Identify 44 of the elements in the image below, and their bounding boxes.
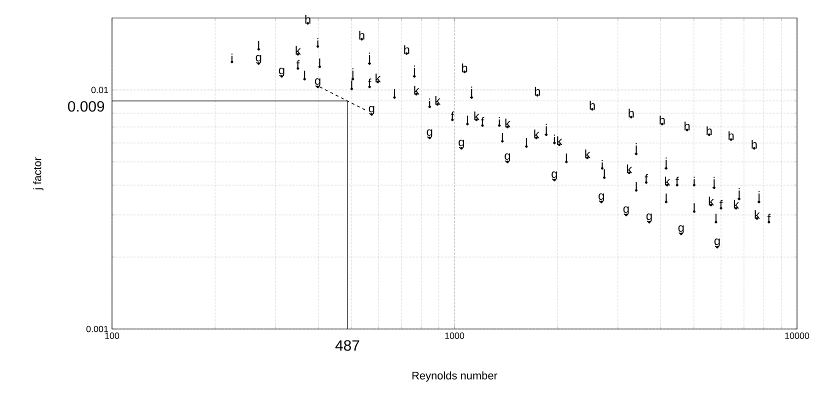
text: g [598, 193, 604, 202]
text: h [534, 86, 540, 96]
text: h [728, 131, 734, 140]
series-label: k [585, 149, 590, 158]
text: k [734, 200, 740, 209]
text: g [623, 206, 629, 216]
text: h [752, 140, 757, 149]
text: h [706, 126, 712, 135]
y-tick-label: 0.01 [91, 86, 108, 94]
x-tick-label: 10000 [785, 332, 810, 339]
text: h [684, 122, 690, 130]
text: g [458, 140, 464, 149]
ref-line-label: 487 [335, 340, 360, 351]
text: k [708, 196, 714, 206]
y-tick-label: 0.001 [86, 326, 108, 332]
x-axis-title: Reynolds number [412, 371, 498, 382]
text: g [678, 225, 684, 234]
text: k [754, 210, 760, 219]
text: h [404, 45, 410, 54]
y-axis-title: j factor [33, 157, 44, 190]
series-label: h [359, 30, 364, 40]
text: k [557, 136, 562, 146]
text: h [590, 100, 595, 110]
x-tick-label: 100 [105, 332, 120, 339]
text: k [296, 46, 301, 55]
x-tick-label: 1000 [445, 332, 464, 339]
text: g [278, 68, 284, 77]
text: h [305, 14, 310, 24]
ref-line-label: 0.009 [68, 101, 104, 112]
text: g [314, 78, 320, 88]
text: g [504, 153, 510, 162]
text: g [426, 129, 432, 138]
text: k [665, 176, 670, 186]
text: h [628, 108, 634, 118]
text: k [505, 118, 511, 128]
text: k [627, 164, 632, 174]
series-label: g [368, 106, 374, 115]
text: h [660, 116, 665, 124]
text: k [534, 130, 540, 138]
text: k [414, 86, 420, 94]
text: k [435, 96, 441, 105]
text: k [376, 74, 381, 82]
text: h [462, 64, 468, 72]
text: k [474, 111, 480, 120]
